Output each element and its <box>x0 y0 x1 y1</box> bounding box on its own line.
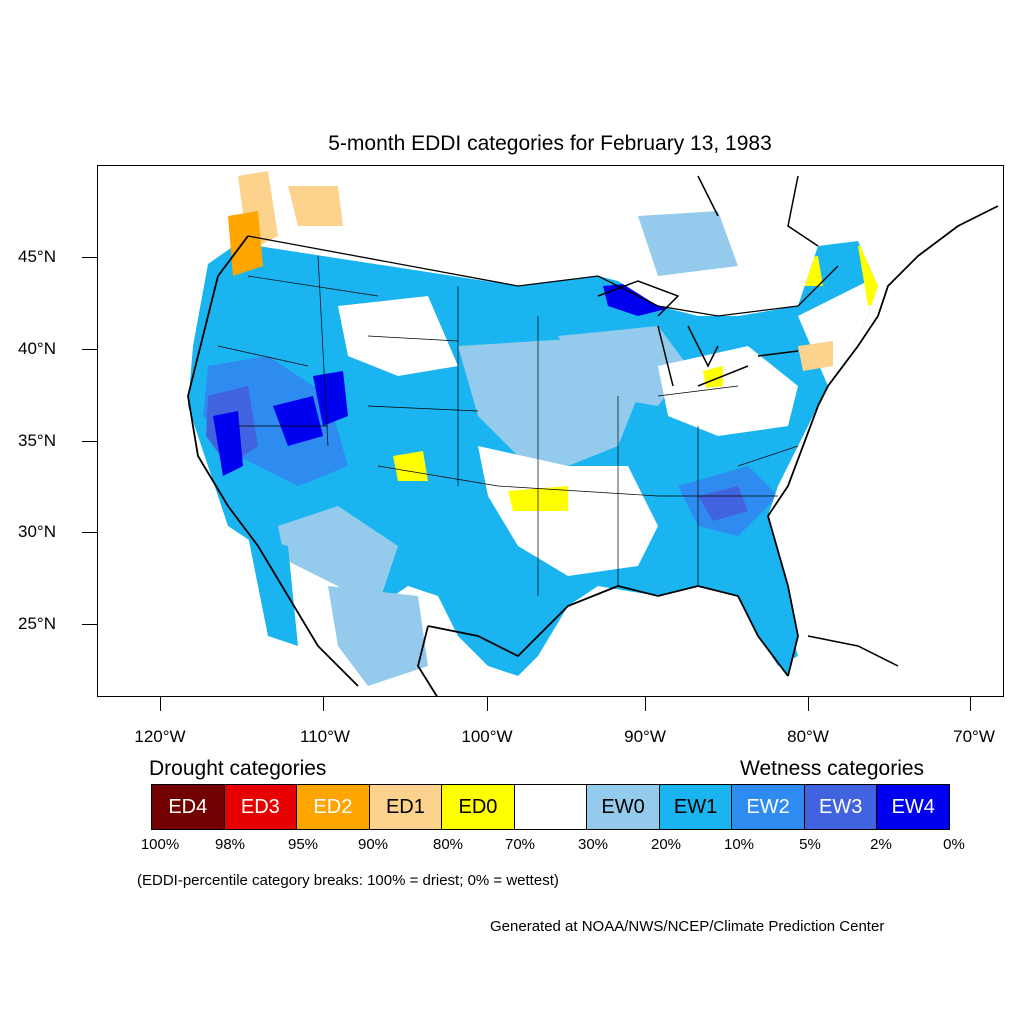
lon-label-120: 120°W <box>134 727 186 746</box>
west-coast <box>187 235 259 547</box>
cuba <box>807 635 899 667</box>
lat-label-30: 30°N <box>18 522 56 541</box>
break-label: 80% <box>432 836 464 853</box>
map-canvas <box>187 171 999 696</box>
legend-cell-ew4: EW4 <box>877 785 950 829</box>
region-ew0-mexico <box>328 586 428 686</box>
lat-tick-40 <box>82 349 97 350</box>
credit-line: Generated at NOAA/NWS/NCEP/Climate Predi… <box>490 918 885 935</box>
region-ew0-midwest <box>558 326 688 406</box>
legend-label-ew2: EW2 <box>746 795 790 818</box>
region-white-nplains <box>338 296 458 376</box>
lon-tick-90 <box>645 697 646 711</box>
break-label: 0% <box>943 836 965 853</box>
lon-label-80: 80°W <box>787 727 829 746</box>
region-ew0-ontario <box>638 211 738 276</box>
eddi-map <box>97 165 1004 697</box>
category-note: (EDDI-percentile category breaks: 100% =… <box>137 872 559 889</box>
lon-tick-70 <box>970 697 971 711</box>
break-label: 100% <box>140 836 180 853</box>
lat-label-45: 45°N <box>18 247 56 266</box>
legend-cell-ed2: ED2 <box>297 785 370 829</box>
mexico-coast <box>257 545 438 696</box>
lon-tick-100 <box>487 697 488 711</box>
region-ew3-tn <box>698 486 748 521</box>
lat-label-35: 35°N <box>18 431 56 450</box>
region-ed2-bc <box>228 211 263 276</box>
legend-label-ed0: ED0 <box>458 795 498 818</box>
break-label: 10% <box>723 836 755 853</box>
us-canada-border <box>247 235 839 317</box>
region-ew4-nv <box>273 396 323 446</box>
lon-tick-110 <box>323 697 324 711</box>
lon-tick-80 <box>808 697 809 711</box>
legend-label-ew3: EW3 <box>819 795 863 818</box>
legend-cell-neutral <box>514 785 588 829</box>
lat-tick-30 <box>82 532 97 533</box>
break-label: 95% <box>287 836 319 853</box>
region-ed0-nm <box>393 451 428 481</box>
legend-label-ew4: EW4 <box>891 795 935 818</box>
region-ew4-ca <box>213 411 243 476</box>
map-title: 5-month EDDI categories for February 13,… <box>328 132 772 155</box>
lat-tick-25 <box>82 624 97 625</box>
east-coast <box>767 205 999 677</box>
lon-label-90: 90°W <box>624 727 666 746</box>
region-ed1-pa <box>798 341 833 371</box>
lat-tick-45 <box>82 257 97 258</box>
lat-label-25: 25°N <box>18 614 56 633</box>
great-lakes <box>597 280 799 387</box>
legend-label-ed3: ED3 <box>240 795 280 818</box>
lon-label-100: 100°W <box>461 727 513 746</box>
legend-label-ed1: ED1 <box>385 795 425 818</box>
drought-heading: Drought categories <box>149 757 327 780</box>
lon-label-110: 110°W <box>300 727 350 746</box>
legend-label-ed4: ED4 <box>168 795 208 818</box>
legend-colorbar: ED4 ED3 ED2 ED1 ED0 EW0 EW1 EW2 EW3 EW4 <box>151 784 950 830</box>
break-label: 70% <box>504 836 536 853</box>
break-label: 5% <box>799 836 821 853</box>
break-label: 2% <box>870 836 892 853</box>
break-label: 30% <box>577 836 609 853</box>
legend-label-ew0: EW0 <box>601 795 645 818</box>
legend-cell-ew2: EW2 <box>732 785 805 829</box>
lat-tick-35 <box>82 441 97 442</box>
region-ew1-florida <box>748 586 798 666</box>
region-ed1-alberta <box>288 186 343 226</box>
break-label: 20% <box>650 836 682 853</box>
legend-cell-ew0: EW0 <box>587 785 660 829</box>
hudson-bay-edge <box>697 175 819 247</box>
lon-tick-120 <box>160 697 161 711</box>
lat-label-40: 40°N <box>18 339 56 358</box>
region-white-ohio <box>658 346 798 436</box>
region-ew1-baja <box>248 536 298 646</box>
legend-cell-ed3: ED3 <box>224 785 298 829</box>
legend-cell-ed4: ED4 <box>152 785 225 829</box>
legend-label-ew1: EW1 <box>673 795 718 818</box>
state-lines <box>217 255 799 596</box>
boundaries <box>187 175 999 696</box>
break-label: 90% <box>357 836 389 853</box>
break-label: 98% <box>214 836 246 853</box>
lon-label-70: 70°W <box>953 727 995 746</box>
legend-cell-ed0: ED0 <box>442 785 515 829</box>
legend-cell-ed1: ED1 <box>369 785 443 829</box>
legend-label-ed2: ED2 <box>313 795 353 818</box>
region-ew4-ut <box>313 371 348 426</box>
wetness-heading: Wetness categories <box>740 757 925 780</box>
region-ed0-ny <box>788 256 823 286</box>
legend-cell-ew1: EW1 <box>659 785 733 829</box>
legend-cell-ew3: EW3 <box>804 785 878 829</box>
